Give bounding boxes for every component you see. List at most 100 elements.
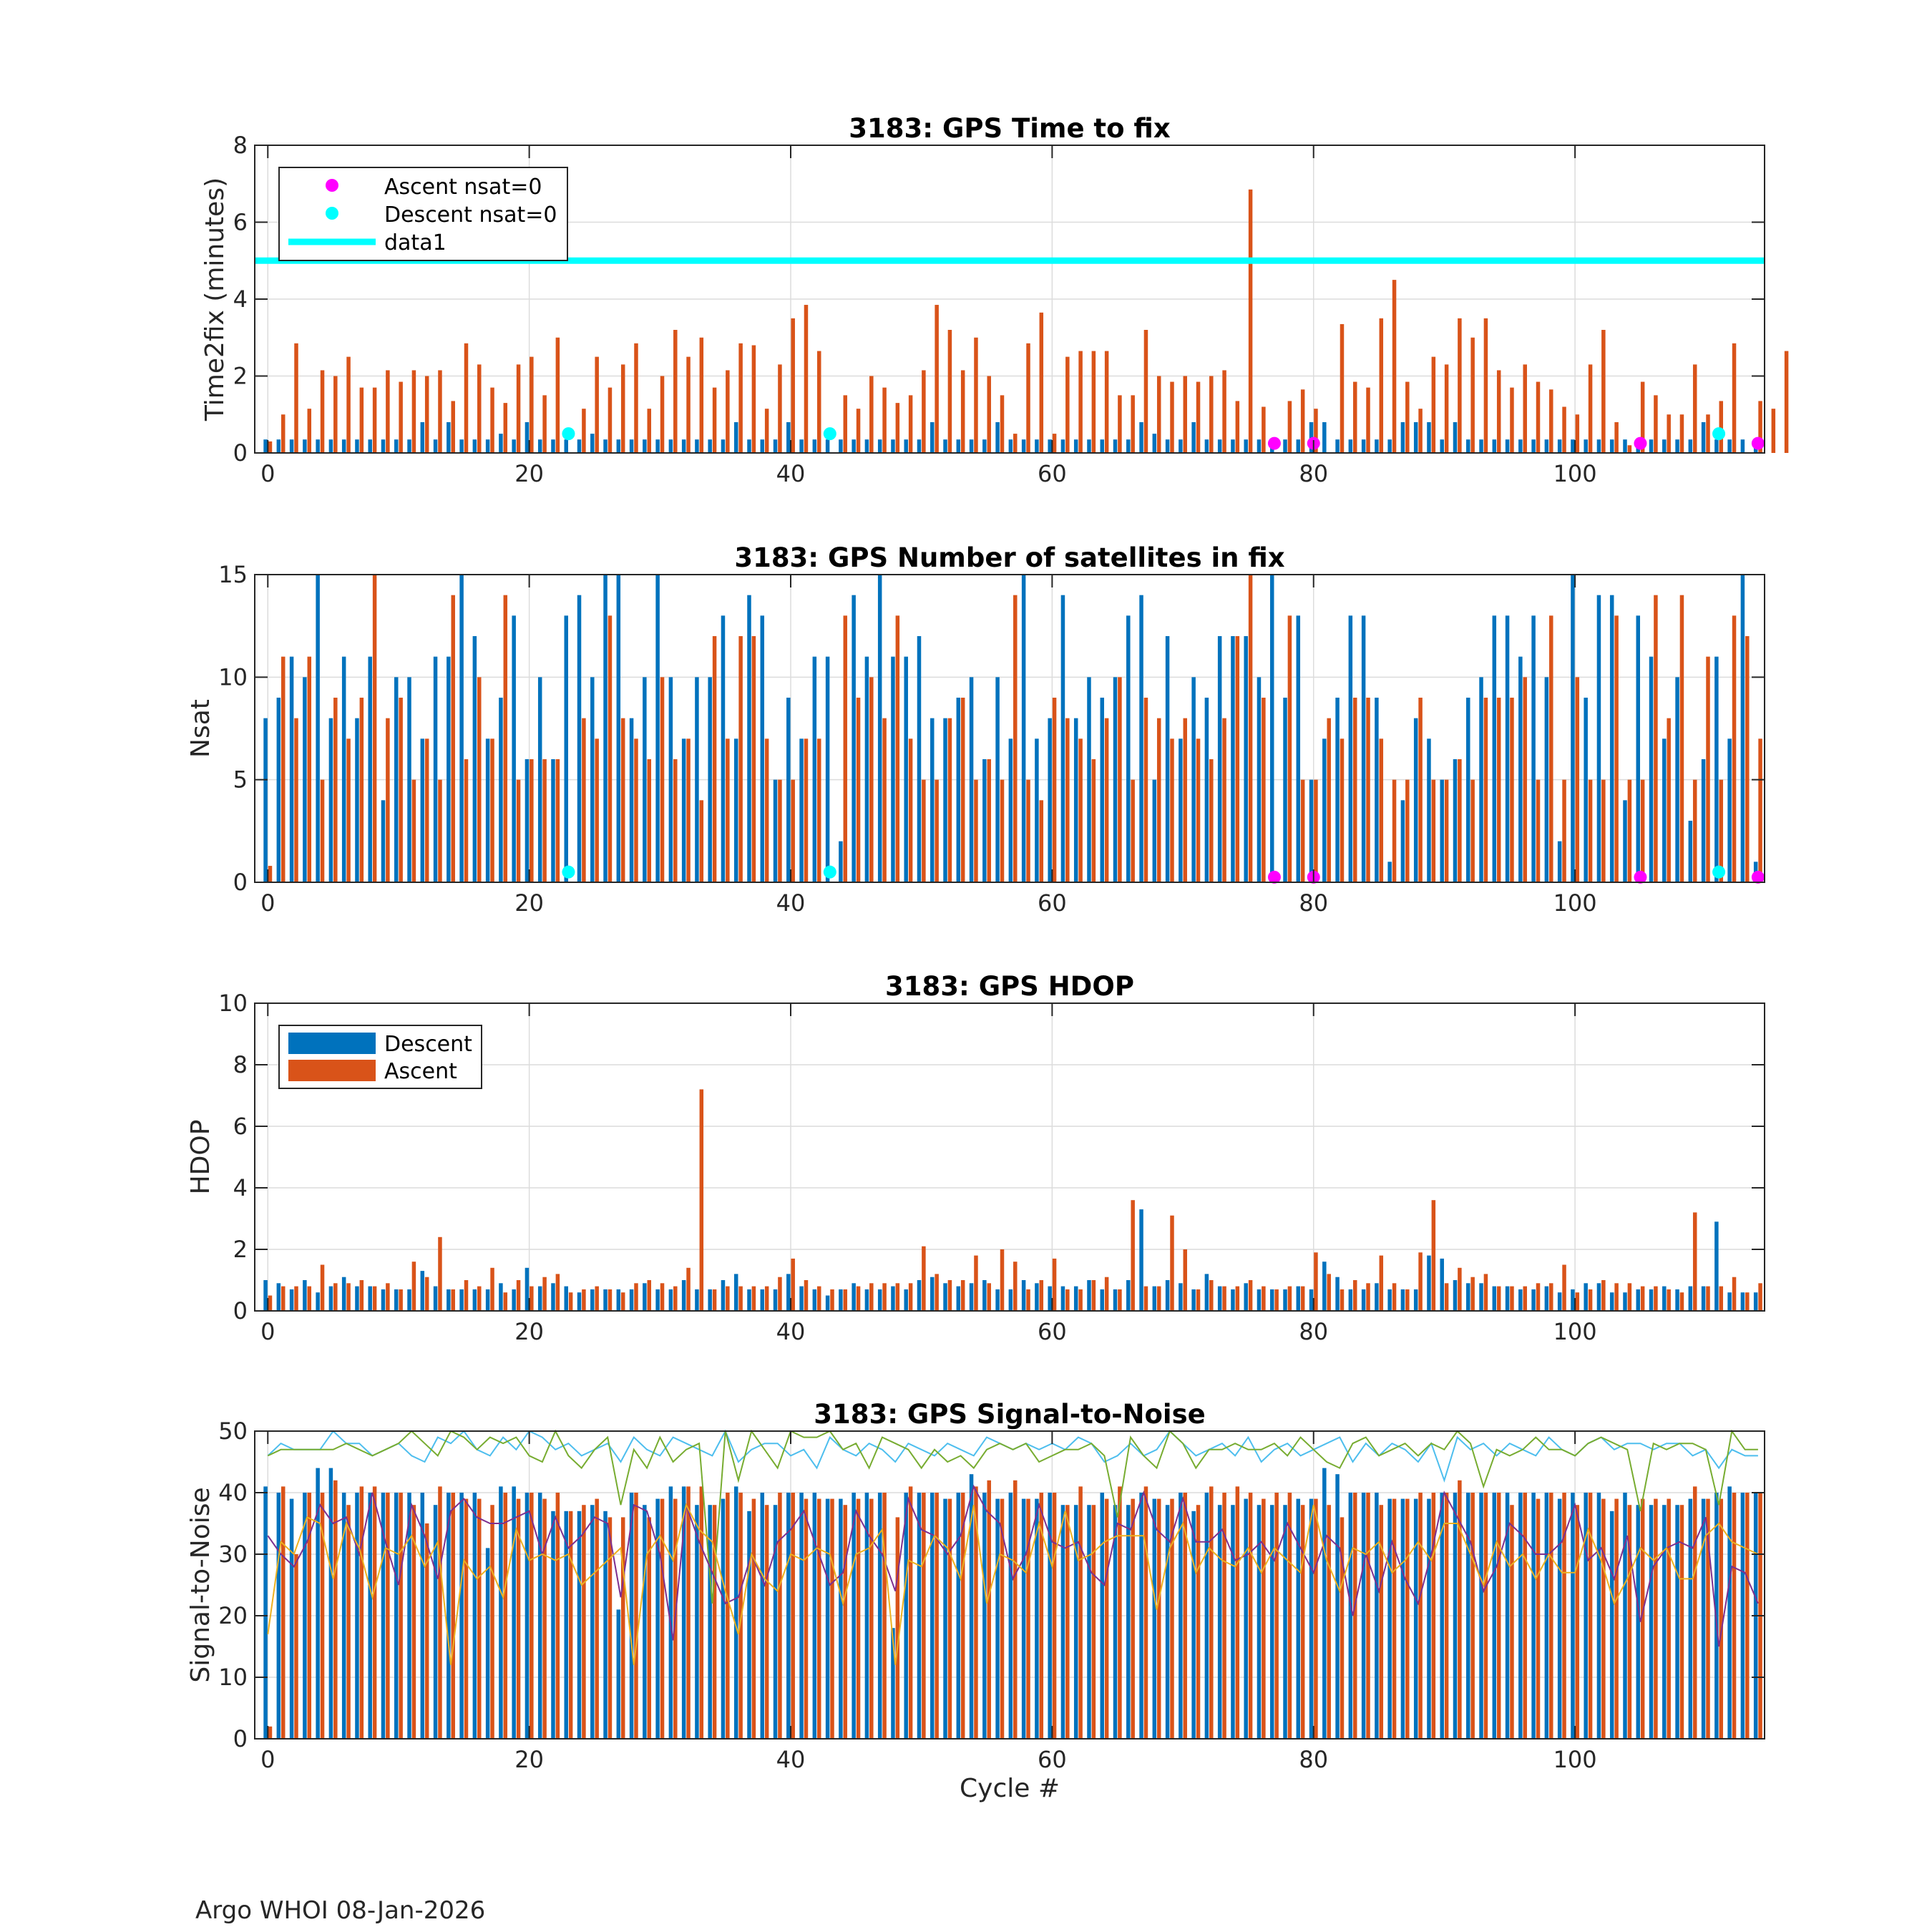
ascent-bar xyxy=(1327,1505,1331,1739)
ascent-bar xyxy=(1156,1498,1161,1739)
descent-bar xyxy=(1609,1292,1614,1311)
ascent-bar xyxy=(1052,1258,1057,1311)
descent-bar xyxy=(1152,1286,1157,1311)
descent-bar xyxy=(1100,1289,1104,1311)
ascent-bar xyxy=(1262,1286,1266,1311)
ascent-bar xyxy=(451,401,455,453)
ascent-bar xyxy=(1170,381,1174,453)
descent-bar xyxy=(433,439,438,453)
y-tick-label: 6 xyxy=(233,209,248,236)
descent-bar xyxy=(447,1289,451,1311)
descent-bar xyxy=(733,422,738,453)
descent-bar xyxy=(812,1289,817,1311)
descent-bar xyxy=(1492,1493,1497,1739)
ascent-bar xyxy=(947,1280,952,1311)
y-tick-label: 15 xyxy=(218,561,248,588)
descent-bar xyxy=(341,1277,346,1311)
descent-bar xyxy=(1179,1283,1183,1311)
descent-bar xyxy=(1231,1289,1235,1311)
ascent-bar xyxy=(1366,1283,1370,1311)
ascent-bar xyxy=(582,1505,586,1739)
ascent-bar xyxy=(280,414,286,453)
descent-bar xyxy=(708,1289,712,1311)
ascent-bar xyxy=(1262,406,1266,453)
ascent-bar xyxy=(424,1277,429,1311)
ascent-bar xyxy=(1039,1280,1044,1311)
ascent-bar xyxy=(503,1292,508,1311)
ascent-bar xyxy=(333,698,338,882)
descent-bar xyxy=(891,1286,895,1311)
descent-bar xyxy=(1584,698,1588,882)
descent-bar xyxy=(1571,439,1575,453)
descent-bar xyxy=(969,439,974,453)
descent-bar xyxy=(786,1493,791,1739)
descent-bar xyxy=(721,1498,726,1739)
descent-bar xyxy=(917,636,922,882)
ascent-bar xyxy=(1314,409,1318,453)
descent-bar xyxy=(786,1274,791,1311)
descent-bar xyxy=(655,575,660,882)
x-tick-label: 80 xyxy=(1299,889,1328,917)
ascent-bar xyxy=(634,343,638,453)
nsat-title: 3183: GPS Number of satellites in fix xyxy=(734,542,1284,573)
y-tick-label: 10 xyxy=(218,990,248,1017)
ascent-bar xyxy=(1654,595,1658,882)
ascent-bar xyxy=(804,738,809,882)
ascent-bar xyxy=(1458,318,1462,453)
descent-bar xyxy=(1361,615,1366,882)
descent-bar xyxy=(733,1486,738,1739)
ascent-bar xyxy=(1196,1505,1201,1739)
descent-bar xyxy=(1348,439,1353,453)
descent-bar xyxy=(1557,1498,1562,1739)
ascent-bar xyxy=(1405,1498,1410,1739)
ascent-bar xyxy=(1131,1200,1135,1311)
y-tick-label: 50 xyxy=(218,1418,248,1445)
ascent-bar xyxy=(634,1283,638,1311)
ascent-bar xyxy=(555,759,560,882)
y-tick-label: 30 xyxy=(218,1541,248,1568)
ascent-bar xyxy=(451,1493,455,1739)
descent-bar xyxy=(799,1493,804,1739)
ascent-bar xyxy=(1300,389,1305,453)
descent-bar xyxy=(655,439,660,453)
ascent-bar xyxy=(346,738,351,882)
ascent-bar xyxy=(1758,1283,1762,1311)
descent-bar xyxy=(1518,1493,1523,1739)
ascent-bar xyxy=(1065,1289,1070,1311)
nsat-panel: 0 20 40 60 80 100 0 5 10 15 3183: GPS Number of s… xyxy=(186,542,1765,917)
ascent-bar xyxy=(516,779,521,882)
descent-bar xyxy=(394,677,399,882)
ascent-bar xyxy=(477,364,482,453)
descent-bar xyxy=(708,1505,712,1739)
ascent-bar xyxy=(726,738,730,882)
x-tick-label: 100 xyxy=(1553,460,1597,487)
legend-ascent-marker xyxy=(326,179,338,192)
ascent-bar xyxy=(582,718,586,882)
ascent-bar xyxy=(1640,1498,1645,1739)
ascent-bar xyxy=(647,1517,652,1739)
ascent-bar xyxy=(712,1505,717,1739)
descent-bar xyxy=(1152,1498,1157,1739)
nsat-axes: 0 20 40 60 80 100 0 5 10 15 xyxy=(218,561,1765,917)
snr-xlabel: Cycle # xyxy=(960,1774,1060,1803)
descent-bar xyxy=(825,1498,830,1739)
ascent-bar xyxy=(1679,414,1684,453)
ascent-bar xyxy=(634,738,638,882)
ascent-bar xyxy=(1458,1480,1462,1739)
ascent-bar xyxy=(1523,1493,1527,1739)
ascent-bar xyxy=(804,1498,809,1739)
ascent-bar xyxy=(1627,779,1632,882)
ascent-bar xyxy=(1745,1493,1750,1739)
descent-bar xyxy=(1479,677,1483,882)
ascent-bar xyxy=(1196,1289,1201,1311)
ascent-bar xyxy=(882,1283,887,1311)
descent-bar xyxy=(1557,439,1562,453)
descent-bar xyxy=(472,636,477,882)
descent-bar xyxy=(943,1498,947,1739)
descent-bar xyxy=(1387,862,1392,882)
ascent-bar xyxy=(1470,779,1475,882)
descent-bar xyxy=(1335,1474,1340,1739)
ascent-bar xyxy=(1156,376,1161,453)
ascent-bar xyxy=(320,779,325,882)
descent-bar xyxy=(1675,439,1679,453)
